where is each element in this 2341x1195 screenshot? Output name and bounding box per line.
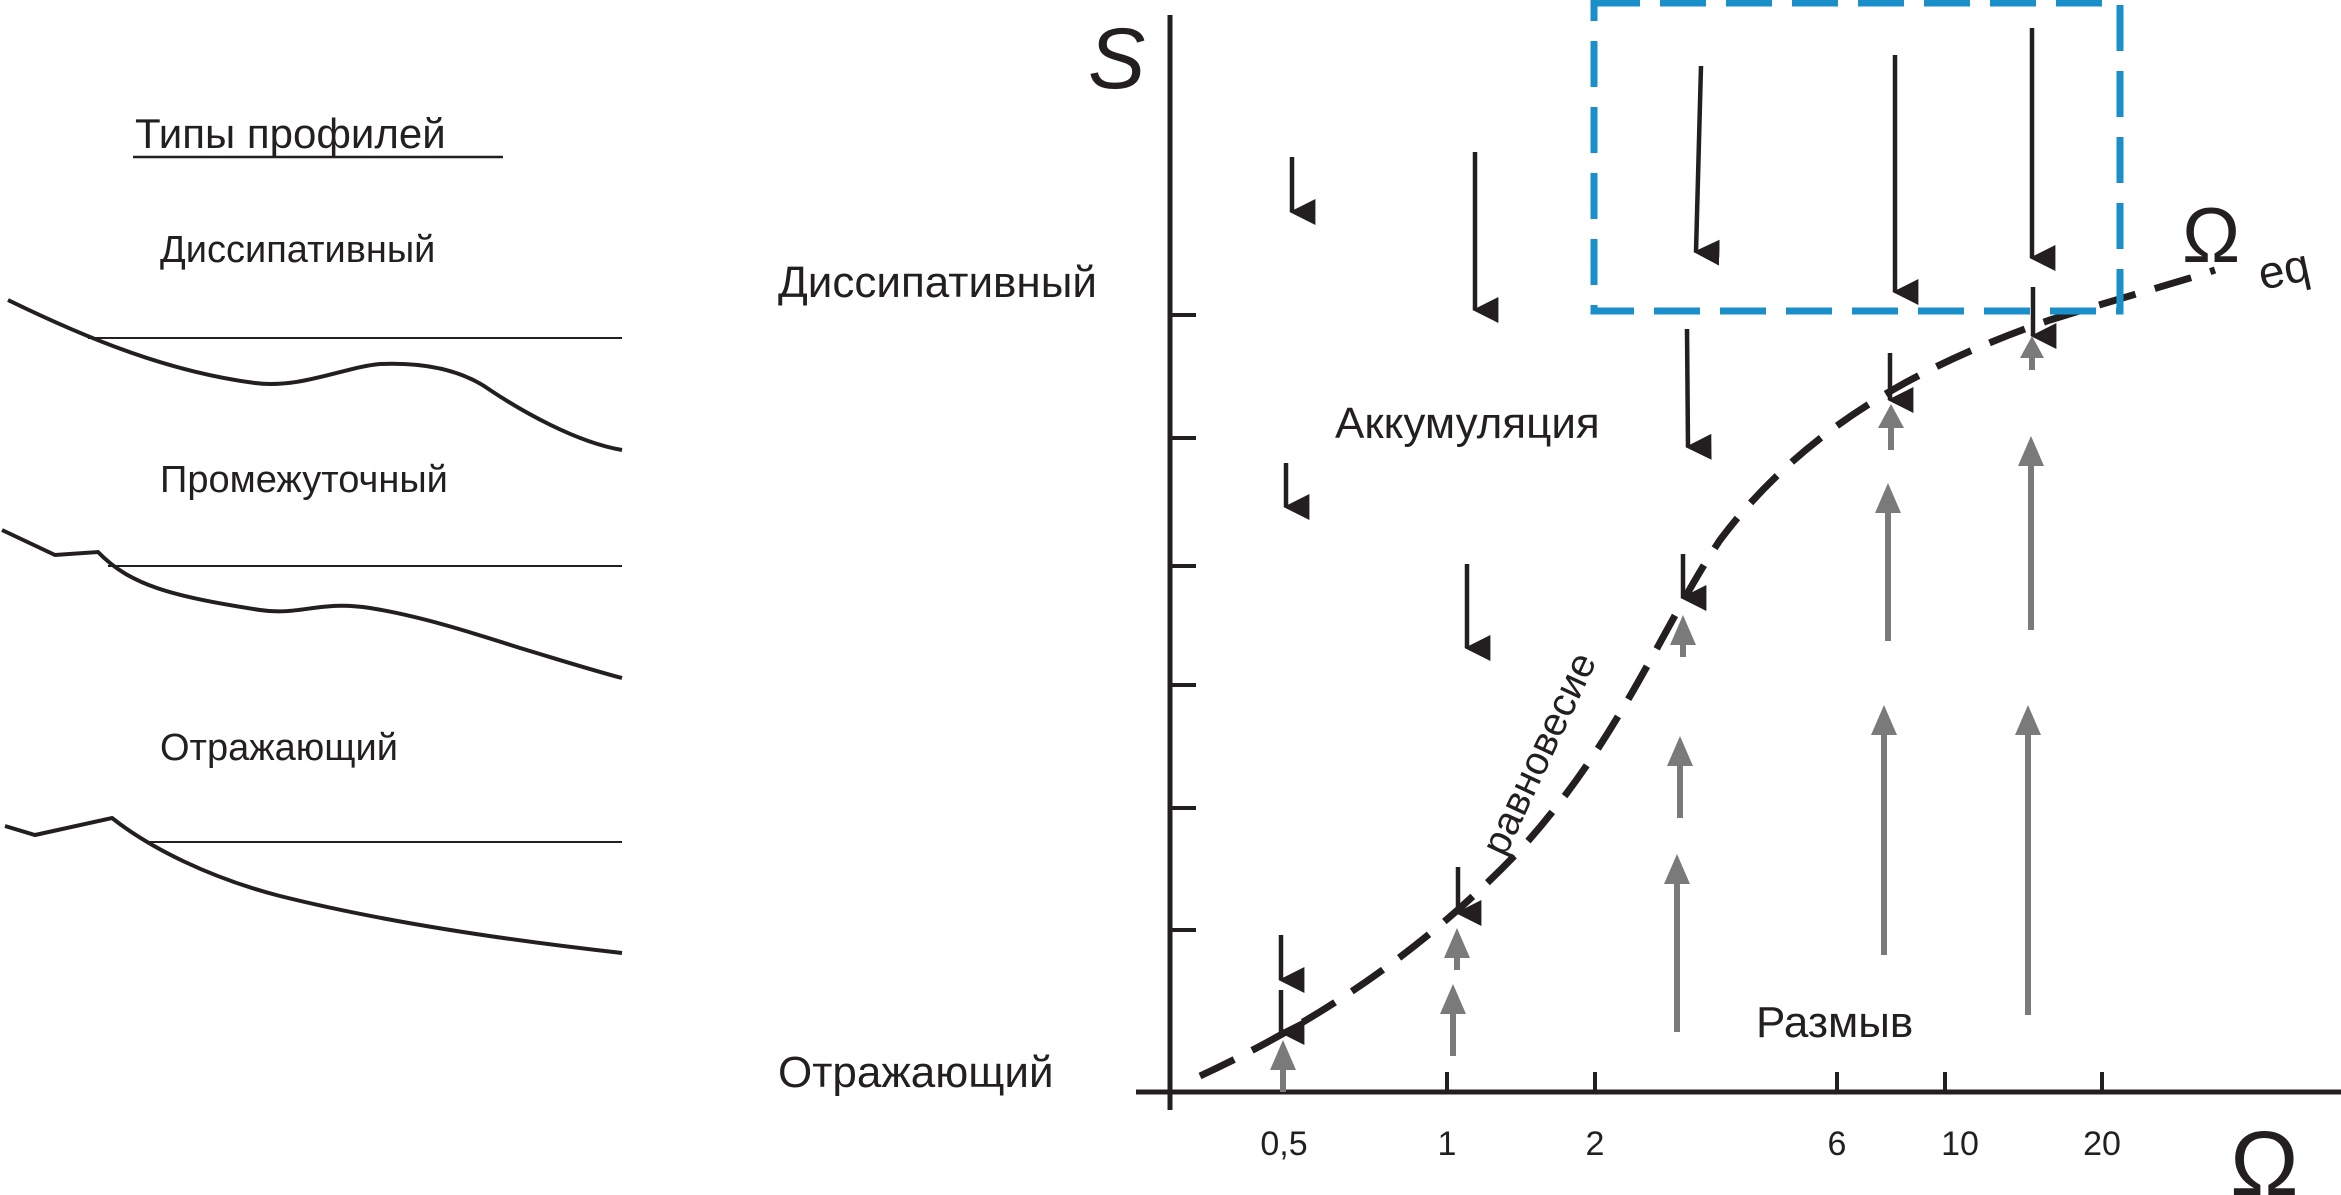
y-top-label: Диссипативный [778,258,1097,307]
up-arrow [1670,615,1696,657]
y-ticks [1170,313,1196,932]
up-arrow [1875,483,1901,641]
curve-label: Ω eq [2182,191,2314,300]
erosion-label: Размыв [1756,998,1913,1047]
x-tick-label: 0,5 [1260,1125,1307,1163]
x-tick-labels: 0,5 1 2 6 10 20 [1260,1125,2121,1163]
highlight-box [1590,0,2124,315]
down-arrow [1693,65,1720,266]
profile-legend: Типы профилей Диссипативный Промежуточны… [1,110,623,955]
profile-intermediate-line [1,528,623,680]
x-axis-title: Ω [2230,1113,2299,1195]
down-arrow [1684,328,1712,460]
profile-intermediate-label: Промежуточный [160,459,448,501]
y-bottom-label: Отражающий [778,1048,1054,1097]
up-arrow [2018,436,2044,630]
legend-title: Типы профилей [135,110,446,157]
profile-dissipative: Диссипативный [7,229,623,452]
up-arrow [1440,984,1466,1056]
y-axis-title: S [1088,11,1145,107]
curve-label-subscript: eq [2253,238,2314,300]
erosion-arrows [1270,336,2044,1092]
up-arrow [1270,1040,1296,1092]
profile-dissipative-line [7,298,623,452]
up-arrow [2015,705,2041,1015]
accumulation-label: Аккумуляция [1335,399,1600,448]
profile-reflective-line [4,815,623,955]
up-arrow [1667,736,1693,818]
up-arrow [2020,336,2044,370]
profile-dissipative-label: Диссипативный [160,229,435,271]
curve-label-omega: Ω [2182,191,2240,279]
x-ticks [1282,1072,2104,1092]
profile-intermediate: Промежуточный [1,459,623,680]
x-tick-label: 1 [1438,1125,1457,1163]
profile-reflective-label: Отражающий [160,727,398,769]
up-arrow [1871,705,1897,955]
profile-reflective: Отражающий [4,727,623,955]
up-arrow [1878,404,1904,450]
up-arrow [1444,928,1470,970]
accumulation-arrows [1278,28,2057,1045]
x-tick-label: 20 [2083,1125,2121,1163]
x-tick-label: 6 [1828,1125,1847,1163]
x-tick-label: 10 [1941,1125,1979,1163]
main-diagram: 0,5 1 2 6 10 20 S Ω Диссипативный Отража… [778,0,2341,1195]
equilibrium-curve [1198,266,2217,1080]
up-arrow [1664,854,1690,1032]
x-tick-label: 2 [1586,1125,1605,1163]
